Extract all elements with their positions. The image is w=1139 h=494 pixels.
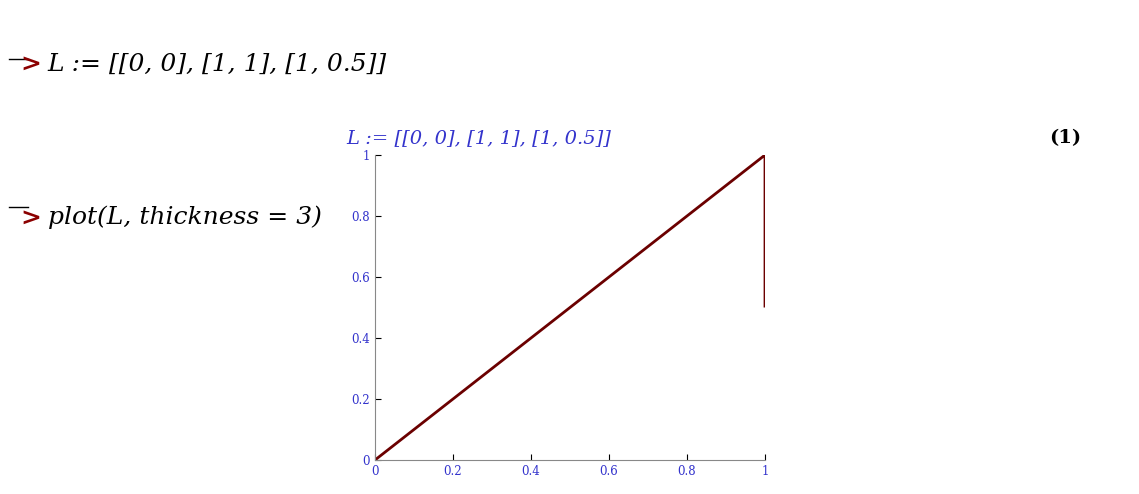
Text: >: > (21, 206, 41, 229)
Text: >: > (21, 52, 41, 76)
Text: plot(L, thickness = 3): plot(L, thickness = 3) (48, 206, 321, 229)
Text: L := [[0, 0], [1, 1], [1, 0.5]]: L := [[0, 0], [1, 1], [1, 0.5]] (346, 129, 611, 147)
Text: (1): (1) (1049, 129, 1081, 147)
Text: L := [[0, 0], [1, 1], [1, 0.5]]: L := [[0, 0], [1, 1], [1, 0.5]] (48, 53, 387, 76)
